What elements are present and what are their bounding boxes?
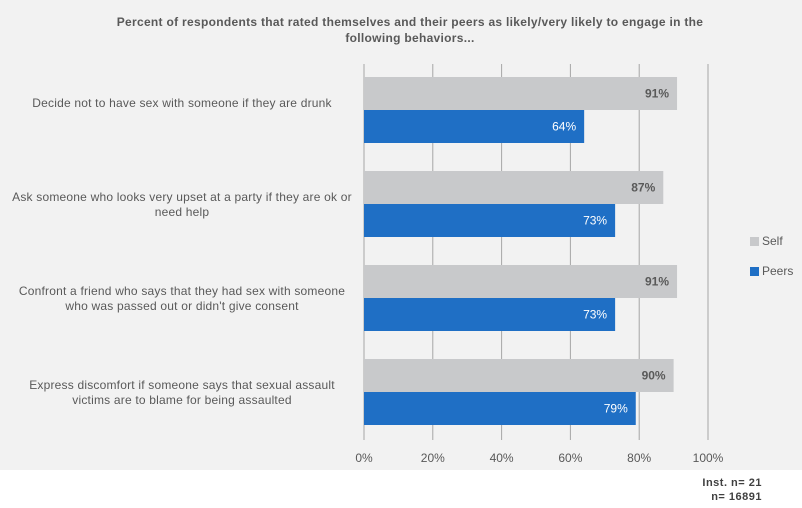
chart-title: Percent of respondents that rated themse…	[116, 15, 704, 45]
category-label: Express discomfort if someone says that …	[29, 378, 335, 407]
data-label: 64%	[552, 120, 576, 134]
data-label: 73%	[583, 308, 607, 322]
x-tick-label: 40%	[490, 451, 514, 465]
legend: Self Peers	[750, 233, 793, 293]
category-label: Decide not to have sex with someone if t…	[32, 96, 332, 110]
data-label: 87%	[631, 181, 655, 195]
bar-self	[364, 171, 664, 204]
data-label: 73%	[583, 214, 607, 228]
bar-peers	[364, 298, 616, 331]
data-label: 91%	[645, 87, 669, 101]
legend-item-peers: Peers	[750, 263, 793, 279]
bar-self	[364, 265, 678, 298]
x-tick-label: 0%	[355, 451, 373, 465]
data-label: 79%	[604, 402, 628, 416]
bar-peers	[364, 392, 636, 425]
data-label: 91%	[645, 275, 669, 289]
legend-item-self: Self	[750, 233, 793, 249]
legend-label-peers: Peers	[762, 264, 794, 278]
inst-n-label: Inst. n= 21	[702, 477, 762, 489]
bar-peers	[364, 110, 585, 143]
legend-swatch-peers	[750, 266, 759, 276]
legend-label-self: Self	[762, 234, 783, 248]
x-tick-label: 100%	[693, 451, 724, 465]
bar-self	[364, 77, 678, 110]
bar-peers	[364, 204, 616, 237]
category-label: Confront a friend who says that they had…	[18, 284, 346, 313]
legend-swatch-self	[750, 236, 759, 246]
bar-chart: 0% 20% 40% 60% 80% 100% 91% 64% 87% 73% 91% 73% 90% 7…	[355, 64, 724, 465]
n-label: n= 16891	[711, 491, 762, 503]
sample-size-note: Inst. n= 21 n= 16891	[702, 476, 762, 504]
data-label: 90%	[642, 369, 666, 383]
x-tick-label: 80%	[627, 451, 651, 465]
x-tick-label: 20%	[421, 451, 445, 465]
category-label: Ask someone who looks very upset at a pa…	[12, 190, 352, 219]
bar-self	[364, 359, 674, 392]
x-tick-label: 60%	[558, 451, 582, 465]
